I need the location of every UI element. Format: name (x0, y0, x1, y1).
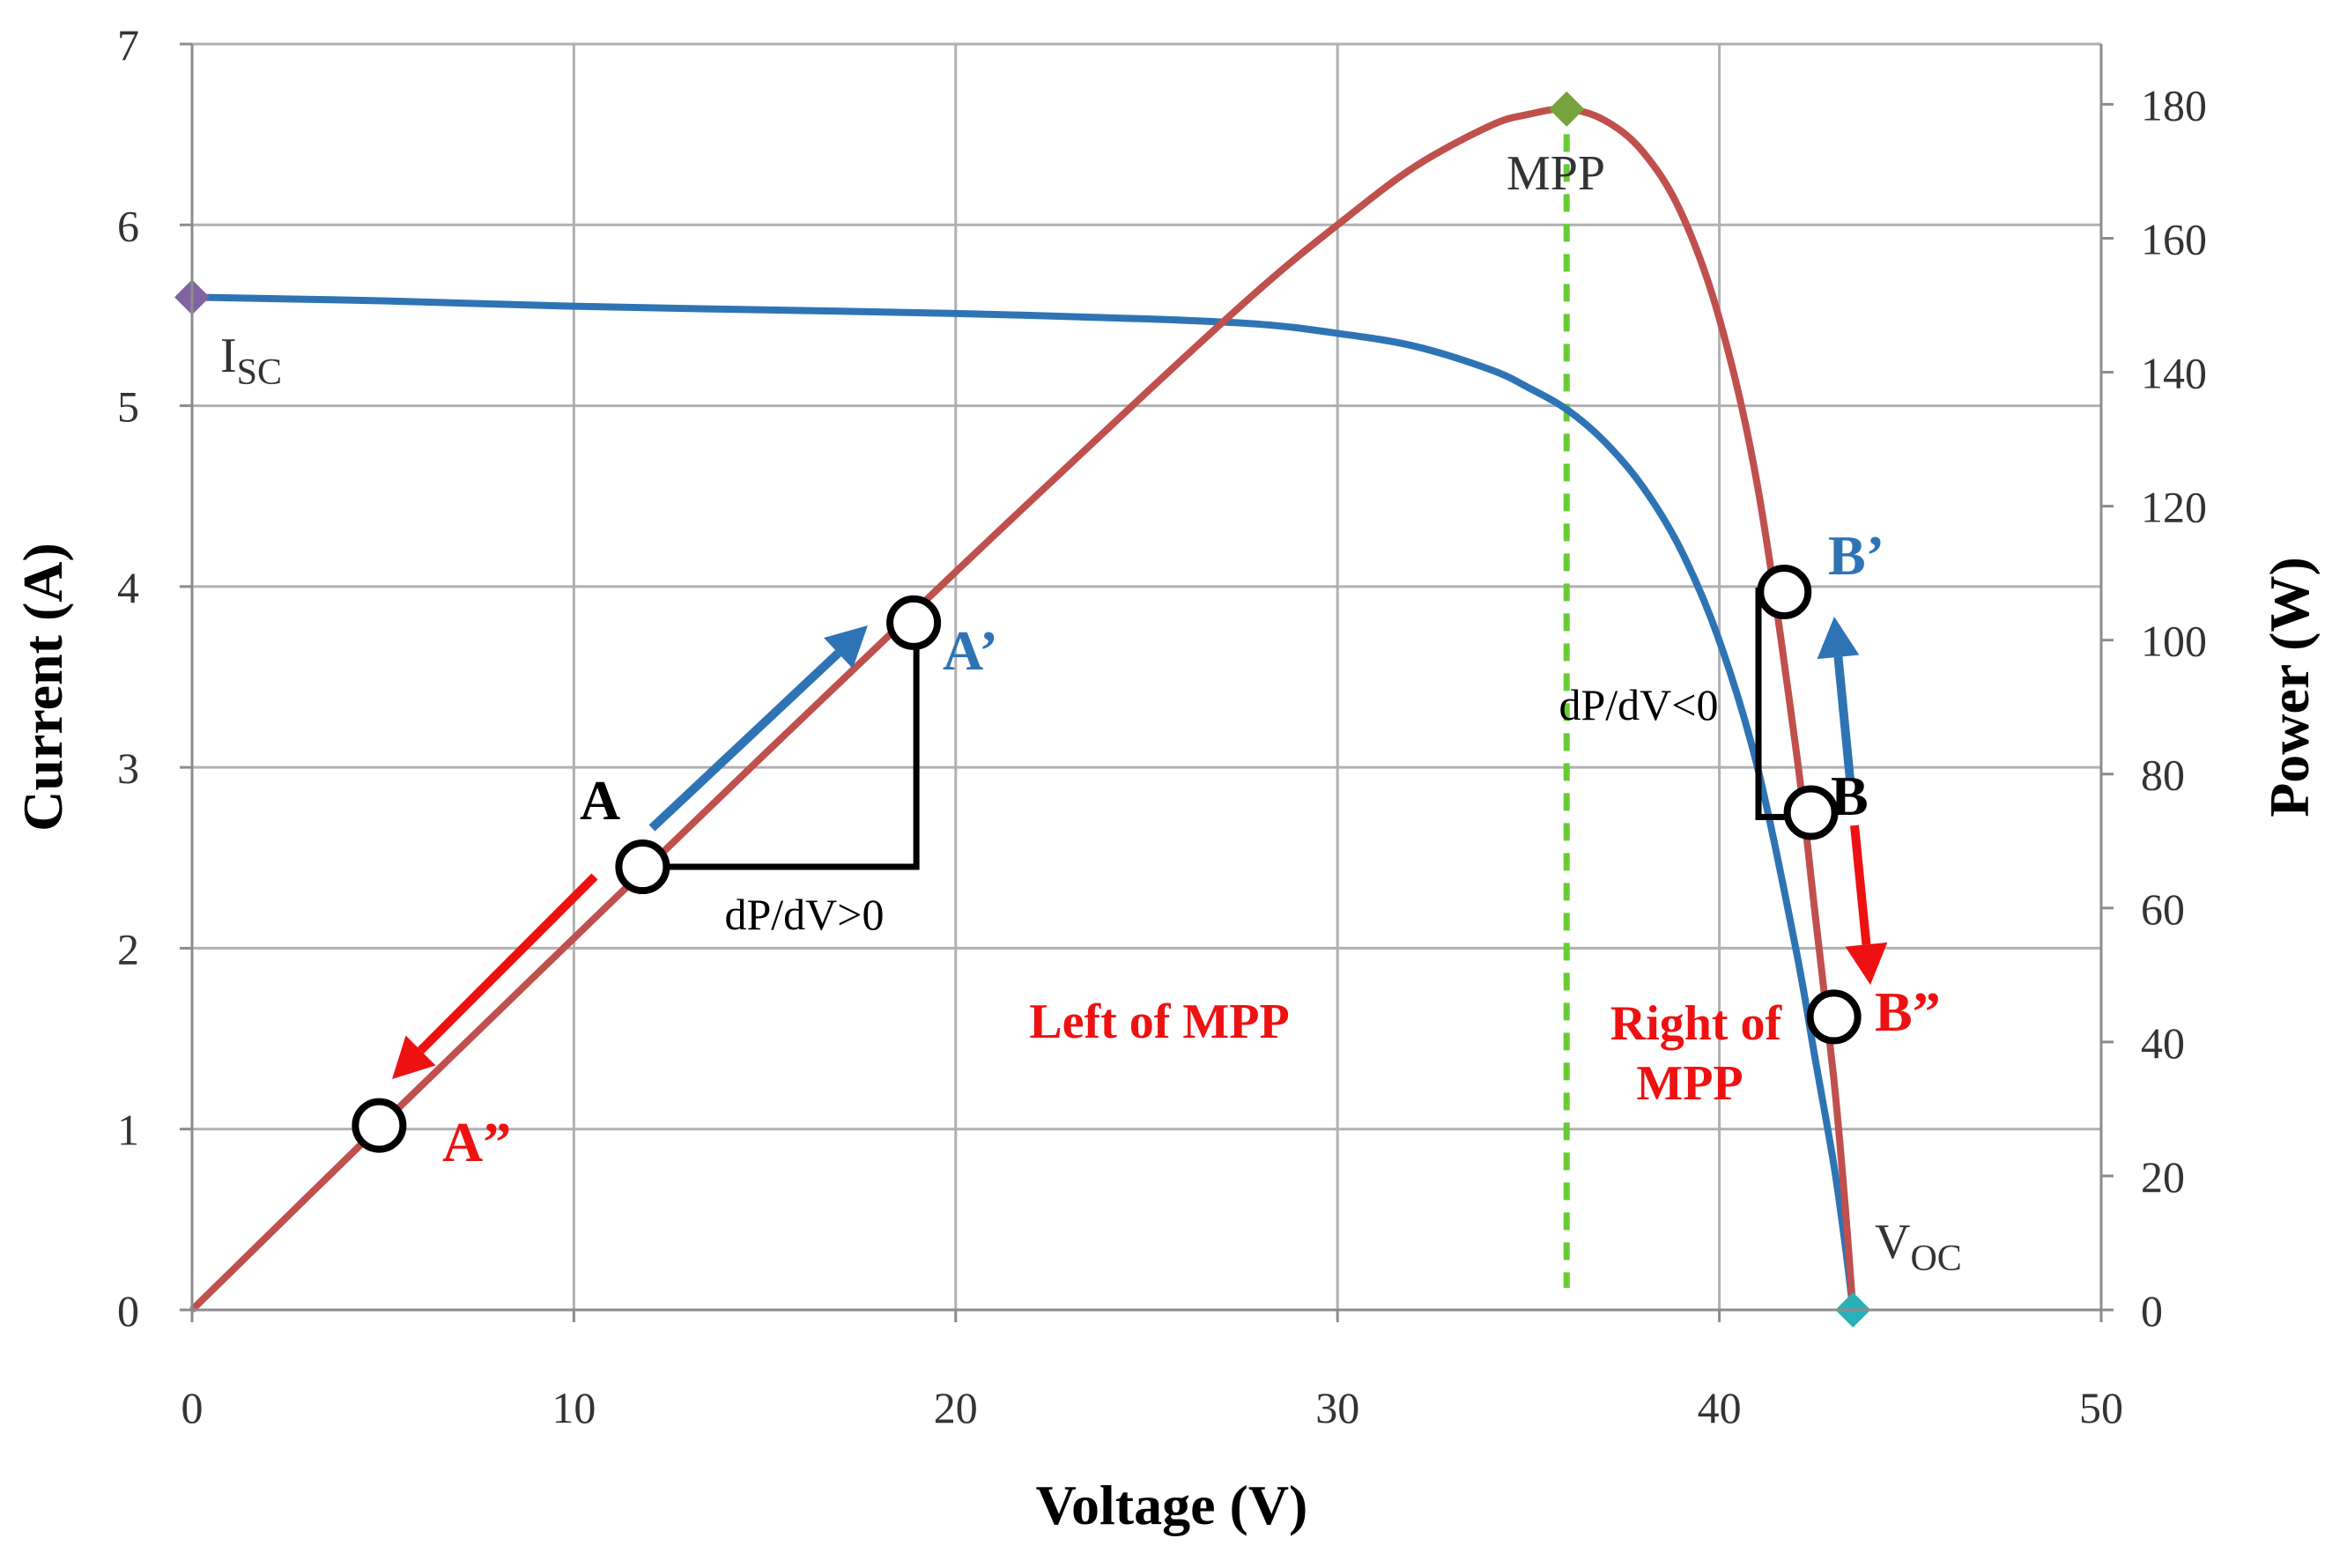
y-right-axis-title: Power (W) (2258, 557, 2321, 817)
arrow-a-to-a-prime-shaft (648, 649, 841, 832)
y-right-tick-label: 60 (2141, 884, 2185, 934)
y-left-tick-label: 1 (117, 1106, 139, 1155)
y-left-tick-label: 0 (117, 1286, 139, 1335)
operating-point-a (615, 839, 670, 895)
x-tick-label: 30 (1315, 1383, 1359, 1432)
current-curve (191, 293, 1857, 1311)
arrow-b-to-b-prime-head (1817, 617, 1860, 660)
operating-point-b (1783, 785, 1839, 840)
x-tick-label: 20 (934, 1383, 978, 1432)
point-label-b-prime: B’ (1828, 524, 1884, 587)
arrow-b-to-b-double-prime-head (1845, 942, 1888, 985)
point-label-a-prime: A’ (943, 619, 998, 682)
y-right-tick-label: 40 (2141, 1018, 2185, 1068)
y-left-tick-label: 7 (117, 20, 139, 70)
arrow-a-to-a-prime-head (824, 625, 868, 669)
x-tick-label: 10 (552, 1383, 596, 1432)
y-left-tick-label: 6 (117, 201, 139, 250)
y-right-tick-label: 20 (2141, 1152, 2185, 1202)
arrow-a-to-a-double-prime-shaft (417, 873, 598, 1054)
y-left-tick-label: 5 (117, 382, 139, 432)
arrow-b-to-b-double-prime-shaft (1850, 825, 1871, 945)
y-right-tick-label: 0 (2141, 1286, 2163, 1335)
y-right-tick-label: 160 (2141, 214, 2207, 263)
x-axis-title: Voltage (V) (1036, 1474, 1308, 1536)
operating-point-b-double-prime (1806, 989, 1862, 1045)
key-point-markers (174, 91, 1871, 1328)
point-label-a-double-prime: A” (442, 1111, 511, 1173)
slope-bracket-left (664, 644, 920, 870)
point-label-a: A (580, 769, 620, 832)
y-left-axis-title: Current (A) (11, 543, 74, 832)
dp-dv-negative-label: dP/dV<0 (1558, 680, 1718, 729)
y-left-tick-label: 2 (117, 924, 139, 973)
operating-point-a-prime (886, 595, 942, 650)
y-right-tick-label: 140 (2141, 349, 2207, 398)
annotations: ISC VOC MPP dP/dV>0 dP/dV<0 Left of MPP Right … (220, 146, 1962, 1279)
y-left-tick-label: 4 (117, 563, 139, 612)
point-label-b: B (1831, 765, 1869, 827)
right-of-mpp-label-line1: Right of (1610, 996, 1783, 1051)
right-of-mpp-label-line2: MPP (1636, 1056, 1743, 1111)
left-of-mpp-label: Left of MPP (1029, 995, 1289, 1049)
x-tick-label: 40 (1698, 1383, 1742, 1432)
y-right-tick-label: 120 (2141, 483, 2207, 532)
y-right-tick-label: 180 (2141, 80, 2207, 129)
arrow-b-to-b-prime-shaft (1833, 656, 1854, 780)
axes: 0 10 20 30 40 50 0 1 2 3 4 5 6 7 0 20 40 60 80 100 120 140 160… (117, 20, 2207, 1432)
mpp-marker (1549, 91, 1585, 127)
slope-bracket-right (1755, 588, 1789, 820)
voc-label: VOC (1875, 1215, 1962, 1279)
dp-dv-positive-label: dP/dV>0 (724, 890, 884, 939)
y-right-tick-label: 100 (2141, 617, 2207, 666)
y-right-tick-label: 80 (2141, 751, 2185, 800)
y-left-tick-label: 3 (117, 743, 139, 793)
x-tick-label: 0 (181, 1383, 204, 1432)
x-tick-label: 50 (2079, 1383, 2123, 1432)
point-label-b-double-prime: B” (1875, 980, 1941, 1043)
operating-point-a-double-prime (352, 1098, 407, 1153)
operating-point-b-prime (1757, 565, 1812, 620)
arrow-a-to-a-double-prime-head (392, 1035, 436, 1079)
isc-label: ISC (220, 329, 282, 393)
mpp-label: MPP (1507, 146, 1605, 201)
